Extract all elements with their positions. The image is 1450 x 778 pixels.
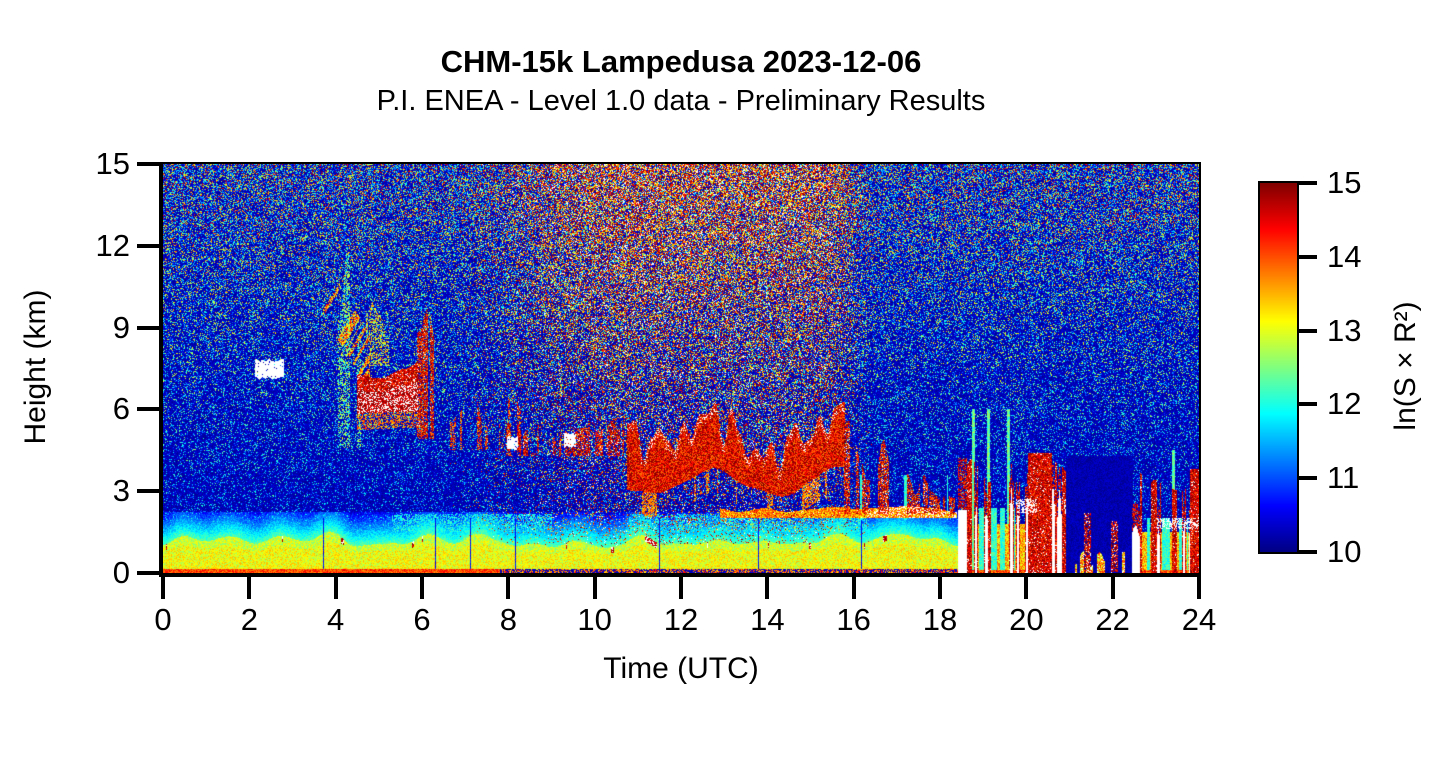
x-tick-label: 10 — [577, 602, 612, 637]
colorbar-tick — [1297, 402, 1317, 407]
x-tick — [851, 577, 856, 599]
colorbar — [1258, 181, 1299, 554]
colorbar-tick-label: 15 — [1327, 165, 1362, 200]
x-tick-label: 24 — [1181, 602, 1217, 637]
x-tick — [333, 577, 338, 599]
x-tick-label: 20 — [1009, 602, 1044, 637]
x-tick-label: 2 — [240, 602, 258, 637]
colorbar-tick-label: 12 — [1327, 386, 1362, 422]
x-tick-label: 0 — [154, 602, 172, 637]
x-tick-label: 16 — [836, 602, 871, 637]
y-tick-label: 15 — [95, 146, 130, 181]
x-tick-label: 14 — [750, 602, 785, 637]
y-tick-label: 3 — [112, 473, 130, 509]
plot-frame-top — [163, 162, 1201, 164]
x-tick — [506, 577, 511, 599]
y-tick — [137, 162, 159, 166]
colorbar-tick — [1297, 476, 1317, 481]
page-subtitle: P.I. ENEA - Level 1.0 data - Preliminary… — [376, 85, 986, 117]
y-tick — [137, 571, 159, 575]
colorbar-tick-label: 14 — [1327, 238, 1362, 274]
y-tick — [137, 489, 159, 494]
x-tick — [1110, 577, 1115, 599]
x-tick — [938, 577, 942, 599]
y-tick-label: 6 — [112, 391, 130, 427]
plot-frame-right — [1199, 162, 1201, 577]
colorbar-gradient — [1260, 183, 1297, 552]
y-tick — [137, 325, 159, 330]
colorbar-tick — [1297, 550, 1317, 554]
x-tick — [592, 577, 597, 599]
x-tick — [1024, 577, 1029, 599]
x-tick — [1197, 577, 1201, 599]
x-tick — [765, 577, 770, 599]
x-tick — [161, 577, 165, 599]
colorbar-tick-label: 10 — [1327, 534, 1362, 569]
x-tick — [679, 577, 683, 599]
x-axis-label: Time (UTC) — [603, 652, 759, 685]
y-tick-label: 9 — [112, 309, 130, 345]
x-axis-line — [159, 573, 1201, 577]
colorbar-tick-label: 11 — [1327, 460, 1360, 496]
colorbar-tick-label: 13 — [1327, 312, 1362, 348]
y-axis-label: Height (km) — [19, 289, 52, 445]
x-tick-label: 18 — [922, 602, 958, 637]
x-tick-label: 8 — [499, 602, 517, 637]
x-tick-label: 12 — [663, 602, 699, 637]
lidar-heatmap-image — [163, 164, 1199, 573]
x-tick-label: 6 — [413, 602, 431, 637]
colorbar-tick — [1297, 254, 1317, 259]
x-tick — [247, 577, 252, 599]
y-tick-label: 12 — [95, 227, 130, 263]
colorbar-tick — [1297, 181, 1317, 185]
x-tick — [420, 577, 424, 599]
y-axis-line — [159, 162, 163, 577]
colorbar-tick — [1297, 328, 1317, 333]
x-tick-label: 22 — [1095, 602, 1130, 637]
page-title: CHM-15k Lampedusa 2023-12-06 — [440, 44, 922, 79]
y-tick — [137, 407, 159, 412]
y-tick — [137, 243, 159, 248]
x-tick-label: 4 — [327, 602, 345, 637]
y-tick-label: 0 — [112, 555, 130, 590]
